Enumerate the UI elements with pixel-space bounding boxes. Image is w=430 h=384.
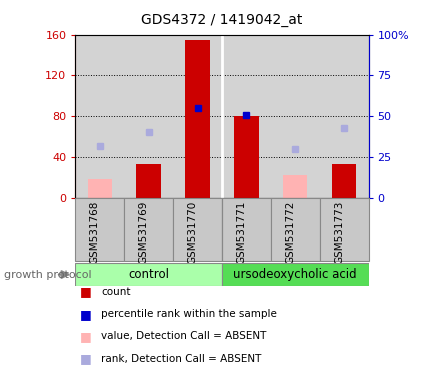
Bar	[75, 263, 221, 286]
Bar	[270, 198, 319, 261]
Text: GSM531769: GSM531769	[138, 201, 148, 264]
Bar	[221, 263, 368, 286]
Text: GSM531771: GSM531771	[236, 201, 246, 264]
Text: GSM531768: GSM531768	[89, 201, 100, 264]
Bar	[331, 164, 356, 198]
Text: rank, Detection Call = ABSENT: rank, Detection Call = ABSENT	[101, 354, 261, 364]
Bar	[185, 40, 209, 198]
Text: ■: ■	[80, 330, 91, 343]
Bar	[87, 179, 112, 198]
Bar	[283, 175, 307, 198]
Bar	[173, 198, 221, 261]
Text: ■: ■	[80, 285, 91, 298]
Text: GSM531772: GSM531772	[285, 201, 295, 264]
Text: ■: ■	[80, 308, 91, 321]
Bar	[221, 198, 270, 261]
Text: GDS4372 / 1419042_at: GDS4372 / 1419042_at	[141, 13, 302, 27]
Text: count: count	[101, 287, 130, 297]
Text: percentile rank within the sample: percentile rank within the sample	[101, 309, 276, 319]
Text: GSM531773: GSM531773	[333, 201, 343, 264]
Text: value, Detection Call = ABSENT: value, Detection Call = ABSENT	[101, 331, 266, 341]
Bar	[319, 198, 368, 261]
Text: GSM531770: GSM531770	[187, 201, 197, 264]
Text: control: control	[128, 268, 169, 281]
Text: ursodeoxycholic acid: ursodeoxycholic acid	[233, 268, 356, 281]
Bar	[136, 164, 160, 198]
Bar	[124, 198, 173, 261]
Bar	[75, 198, 124, 261]
Text: ■: ■	[80, 352, 91, 365]
Bar	[233, 116, 258, 198]
Text: growth protocol: growth protocol	[4, 270, 92, 280]
